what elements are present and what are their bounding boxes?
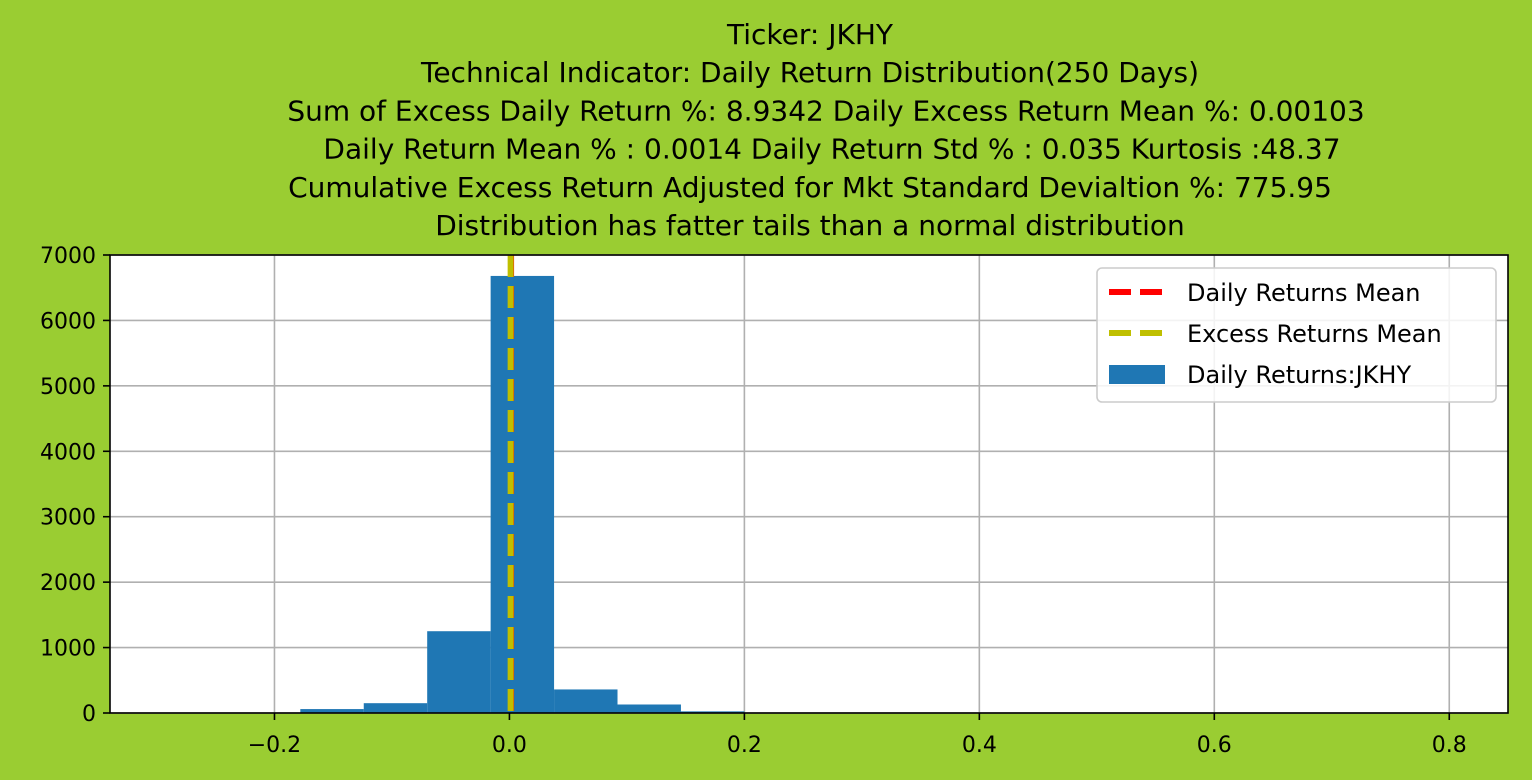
y-tick-label: 3000 <box>40 506 96 531</box>
histogram-bar <box>427 631 491 713</box>
histogram-bar <box>300 709 364 713</box>
title-line: Sum of Excess Daily Return %: 8.9342 Dai… <box>287 94 1364 127</box>
x-axis-ticks: −0.2 0.0 0.2 0.4 0.6 0.8 <box>248 713 1467 758</box>
legend: Daily Returns Mean Excess Returns Mean Dai… <box>1096 267 1497 403</box>
title-line: Technical Indicator: Daily Return Distri… <box>420 56 1199 89</box>
y-tick-label: 6000 <box>40 309 96 334</box>
chart-title: Ticker: JKHY Technical Indicator: Daily R… <box>287 18 1364 242</box>
title-line: Cumulative Excess Return Adjusted for Mk… <box>288 171 1332 204</box>
histogram-bars <box>300 275 872 713</box>
title-line: Ticker: JKHY <box>726 18 894 51</box>
histogram-bar <box>680 711 745 713</box>
x-tick-label: 0.6 <box>1197 733 1232 758</box>
y-tick-label: 2000 <box>40 571 96 596</box>
y-tick-label: 7000 <box>40 244 96 269</box>
plot-frame <box>109 254 1509 714</box>
legend-swatch <box>1109 365 1165 384</box>
histogram-bar <box>490 275 555 713</box>
legend-label: Excess Returns Mean <box>1187 320 1442 348</box>
y-tick-label: 1000 <box>40 637 96 662</box>
legend-label: Daily Returns Mean <box>1187 279 1421 307</box>
legend-label: Daily Returns:JKHY <box>1187 361 1411 389</box>
y-tick-label: 5000 <box>40 375 96 400</box>
x-tick-label: 0.2 <box>727 733 762 758</box>
x-tick-label: −0.2 <box>248 733 301 758</box>
title-line: Distribution has fatter tails than a nor… <box>435 209 1185 242</box>
y-tick-label: 4000 <box>40 440 96 465</box>
histogram-bar <box>617 704 681 713</box>
y-tick-label: 0 <box>82 702 96 727</box>
x-tick-label: 0.8 <box>1432 733 1467 758</box>
x-tick-label: 0.4 <box>962 733 997 758</box>
y-axis-ticks: 0 1000 2000 3000 4000 5000 6000 7000 <box>40 244 110 727</box>
histogram-bar <box>363 703 428 713</box>
legend-box <box>1096 267 1497 403</box>
x-tick-label: 0.0 <box>492 733 527 758</box>
title-line: Daily Return Mean % : 0.0014 Daily Retur… <box>323 133 1340 166</box>
histogram-bar <box>554 689 618 713</box>
